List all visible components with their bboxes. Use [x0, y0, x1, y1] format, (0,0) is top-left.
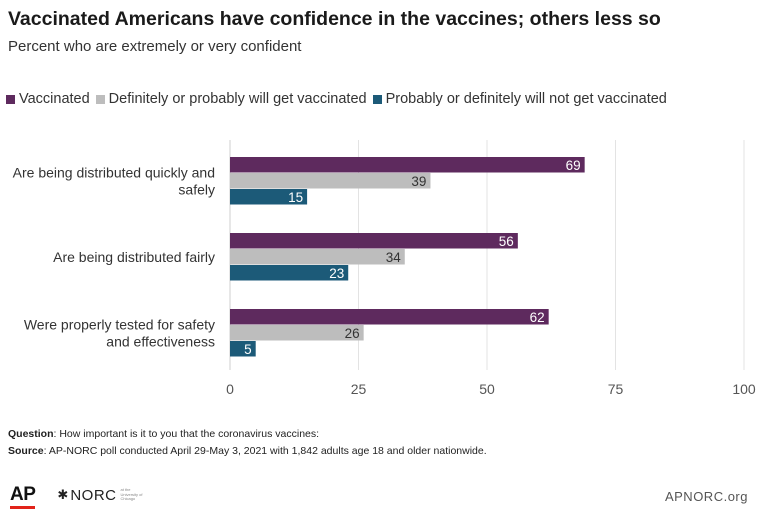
- value-label-series0-cat0: 69: [566, 158, 581, 173]
- legend-item-vaccinated: Vaccinated: [6, 91, 90, 107]
- category-label-0-line-0: Are being distributed quickly and: [13, 164, 215, 180]
- category-label-1-line-0: Are being distributed fairly: [53, 249, 215, 265]
- chart-subtitle: Percent who are extremely or very confid…: [8, 38, 302, 55]
- source-label: Source: [8, 445, 44, 457]
- category-label-2-line-0: Were properly tested for safety: [24, 316, 215, 332]
- value-label-series1-cat0: 39: [411, 174, 426, 189]
- legend: Vaccinated Definitely or probably will g…: [6, 91, 673, 107]
- question-label: Question: [8, 428, 54, 440]
- legend-item-will-get: Definitely or probably will get vaccinat…: [95, 91, 367, 107]
- logo-bar: AP ✱ NORC at the University of Chicago: [10, 484, 146, 509]
- value-label-series1-cat1: 34: [386, 250, 402, 265]
- x-tick-label-75: 75: [608, 381, 624, 397]
- x-tick-label-50: 50: [479, 381, 495, 397]
- norc-wordmark: NORC: [70, 486, 117, 504]
- bar-series2-cat2: [230, 341, 256, 357]
- category-label-2-line-1: and effectiveness: [106, 333, 215, 349]
- x-tick-label-100: 100: [732, 381, 756, 397]
- norc-star-icon: ✱: [57, 487, 69, 502]
- legend-swatch-vaccinated: [6, 94, 15, 104]
- legend-label-vaccinated: Vaccinated: [19, 91, 90, 107]
- bar-series1-cat2: [230, 325, 364, 341]
- legend-swatch-will-get: [95, 94, 105, 104]
- x-tick-label-25: 25: [351, 381, 367, 397]
- site-url: APNORC.org: [664, 489, 748, 504]
- norc-subtitle: at the University of Chicago: [120, 487, 143, 502]
- legend-label-will-get: Definitely or probably will get vaccinat…: [108, 91, 367, 107]
- value-label-series0-cat2: 62: [530, 310, 545, 325]
- question-text: : How important is it to you that the co…: [53, 428, 320, 440]
- bar-series2-cat1: [230, 265, 349, 281]
- chart-title: Vaccinated Americans have confidence in …: [8, 8, 661, 30]
- bar-series1-cat1: [230, 249, 405, 265]
- bar-series0-cat1: [230, 233, 518, 249]
- value-label-series0-cat1: 56: [499, 234, 514, 249]
- value-label-series2-cat2: 5: [244, 342, 252, 357]
- legend-label-will-not-get: Probably or definitely will not get vacc…: [385, 91, 667, 107]
- legend-swatch-will-not-get: [372, 94, 382, 104]
- legend-item-will-not-get: Probably or definitely will not get vacc…: [372, 91, 667, 107]
- x-tick-label-0: 0: [226, 381, 234, 397]
- bar-series0-cat2: [230, 309, 549, 325]
- category-label-0-line-1: safely: [178, 181, 215, 197]
- bar-series2-cat0: [230, 189, 308, 205]
- bar-series1-cat0: [230, 173, 431, 189]
- source-text: : AP-NORC poll conducted April 29-May 3,…: [43, 445, 487, 457]
- value-label-series2-cat0: 15: [288, 190, 303, 205]
- question-note: Question: How important is it to you tha…: [8, 428, 319, 440]
- value-label-series2-cat1: 23: [329, 266, 344, 281]
- value-label-series1-cat2: 26: [345, 326, 360, 341]
- norc-logo: ✱ NORC at the University of Chicago: [57, 487, 146, 504]
- ap-logo: AP: [10, 484, 36, 509]
- bar-series0-cat0: [230, 157, 585, 173]
- bar-chart: 0 25 50 75 100 Are being distributed quickly …: [13, 140, 756, 397]
- source-note: Source: AP-NORC poll conducted April 29-…: [8, 445, 487, 457]
